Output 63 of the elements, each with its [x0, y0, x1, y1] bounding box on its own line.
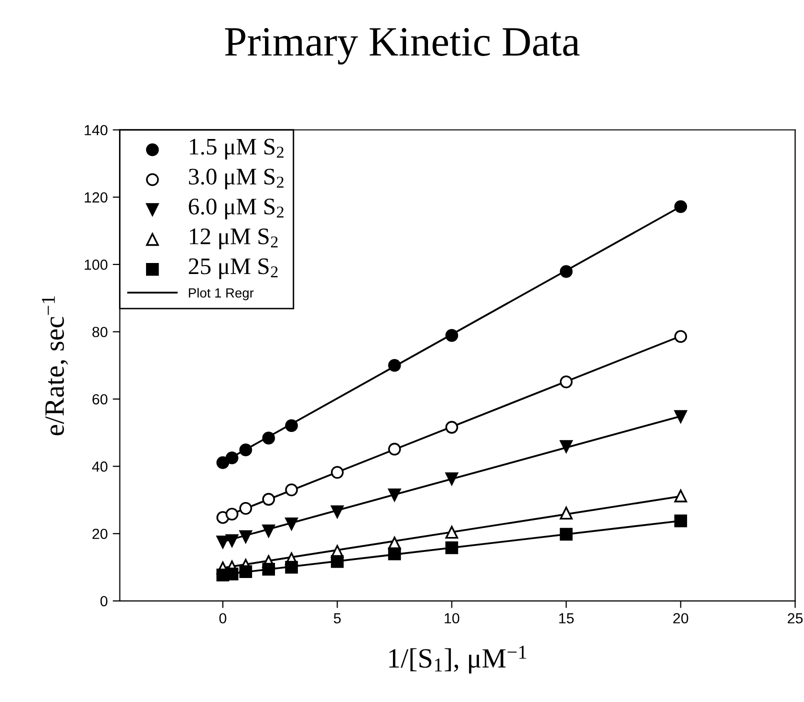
point [560, 506, 573, 520]
point [674, 330, 688, 343]
point [330, 555, 344, 568]
chart-title: Primary Kinetic Data [225, 28, 580, 65]
point [674, 514, 688, 528]
point [239, 565, 252, 578]
point [285, 517, 298, 530]
point [560, 375, 573, 388]
point [674, 200, 688, 213]
point [445, 541, 458, 554]
point [560, 528, 573, 541]
point [445, 526, 458, 539]
point [330, 505, 344, 518]
legend-label: Plot 1 Regr [188, 288, 254, 300]
point [445, 420, 458, 434]
legend-label: 25 μM S$_{2}$ [188, 258, 278, 280]
point [285, 560, 298, 574]
y-tick-label: 60 [92, 394, 108, 404]
point [560, 440, 573, 453]
point [388, 359, 401, 372]
y-axis-title: e/Rate, sec$^{−1}$ [42, 296, 68, 436]
point [226, 452, 238, 464]
point [239, 443, 252, 456]
point [388, 488, 401, 502]
point [226, 508, 238, 520]
x-tick-label: 25 [788, 613, 803, 624]
point [226, 534, 238, 548]
point [262, 432, 275, 444]
legend-label: 3.0 μM S$_{2}$ [188, 168, 284, 190]
point [560, 265, 573, 278]
y-tick-label: 100 [84, 260, 108, 270]
x-tick-label: 0 [219, 613, 226, 624]
point [674, 410, 688, 423]
y-tick-label: 0 [100, 596, 108, 606]
x-axis-title: 1/[S$_{1}$], μM$^{−1}$ [389, 646, 526, 674]
point [388, 442, 401, 456]
legend-label: 6.0 μM S$_{2}$ [188, 198, 284, 220]
x-tick-label: 15 [559, 613, 574, 624]
legend-label: 12 μM S$_{2}$ [190, 228, 278, 250]
point [216, 536, 230, 548]
point [330, 466, 344, 479]
legend-label: 1.5 μM S$_{2}$ [190, 138, 284, 160]
point [216, 456, 230, 470]
y-tick-label: 20 [92, 528, 108, 540]
point [674, 490, 688, 502]
point [226, 568, 238, 580]
point [445, 472, 458, 486]
y-tick-label: 120 [84, 192, 108, 203]
point [239, 530, 252, 544]
point [445, 329, 458, 342]
point [262, 562, 275, 576]
y-tick-label: 80 [92, 326, 108, 338]
point [285, 419, 298, 432]
point [285, 483, 298, 496]
x-tick-label: 10 [444, 613, 460, 624]
point [239, 502, 252, 515]
y-tick-label: 40 [92, 461, 108, 472]
point [262, 524, 275, 538]
x-tick-label: 20 [673, 613, 688, 624]
point [388, 547, 401, 560]
point [262, 492, 275, 506]
x-tick-label: 5 [334, 613, 341, 624]
y-tick-label: 140 [84, 124, 108, 136]
